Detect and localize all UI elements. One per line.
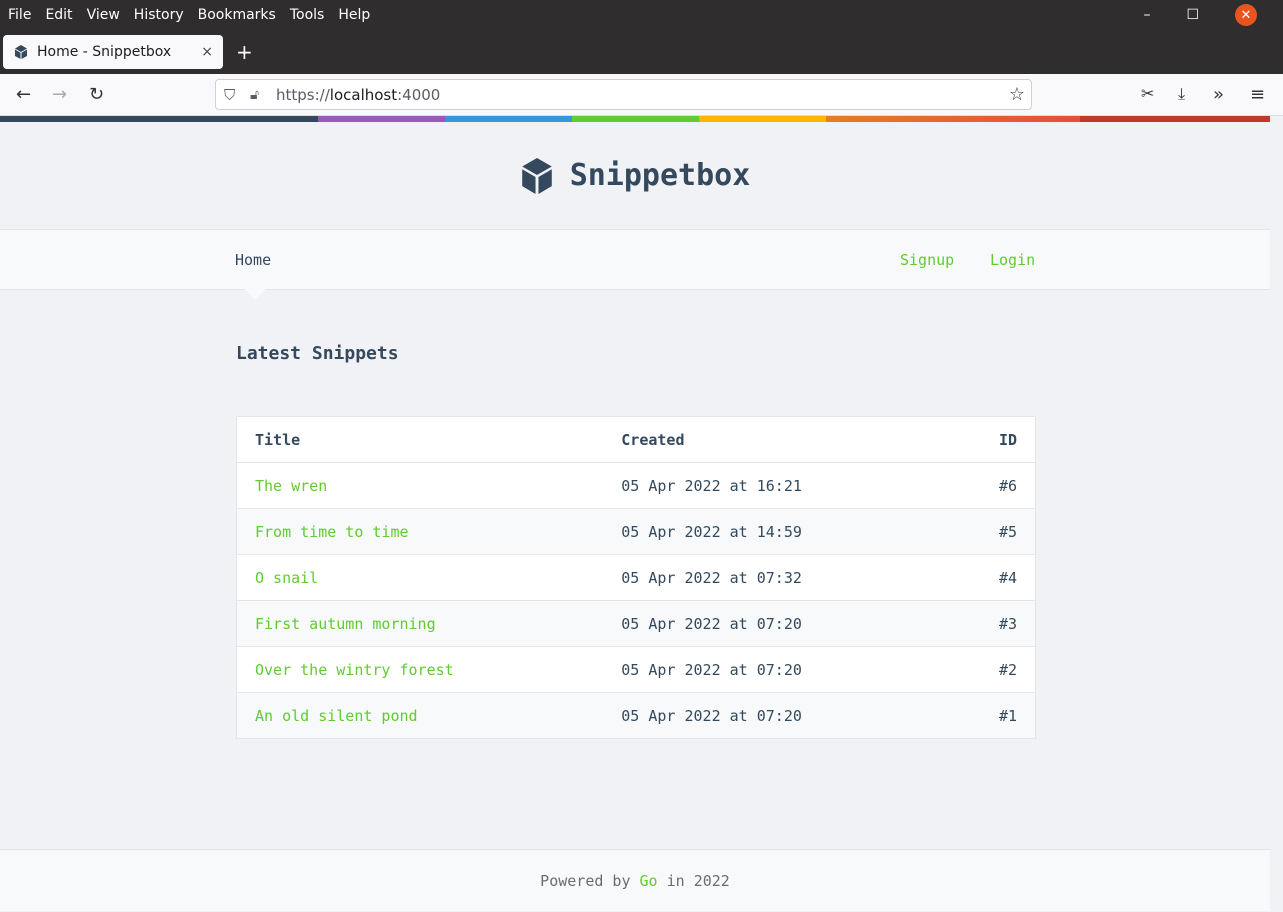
column-header-created: Created [621, 430, 685, 449]
url-host: localhost [329, 85, 398, 104]
nav-home[interactable]: Home [235, 251, 272, 269]
snippet-title-cell: First autumn morning [236, 600, 622, 647]
active-nav-indicator [244, 289, 266, 300]
snippet-title-cell: The wren [236, 462, 622, 509]
site-header: Snippetbox [0, 122, 1270, 230]
menu-bar: File Edit View History Bookmarks Tools H… [0, 0, 1283, 30]
footer-go-link[interactable]: Go [639, 871, 658, 890]
menu-file[interactable]: File [8, 7, 32, 23]
snippet-created: 05 Apr 2022 at 07:20 [621, 692, 947, 739]
snippet-link[interactable]: First autumn morning [255, 614, 436, 633]
snippet-created: 05 Apr 2022 at 16:21 [621, 462, 947, 509]
screenshot-icon[interactable]: ✂ [1141, 84, 1155, 103]
table-row: First autumn morning 05 Apr 2022 at 07:2… [236, 600, 1036, 647]
footer-suffix: in 2022 [666, 871, 730, 890]
table-row: O snail 05 Apr 2022 at 07:32 #4 [236, 554, 1036, 601]
snippet-id: #6 [946, 462, 1036, 509]
close-tab-icon[interactable]: × [201, 44, 213, 60]
site-nav: Home Signup Login [0, 230, 1270, 300]
maximize-icon[interactable]: ☐ [1186, 7, 1199, 23]
snippet-id: #3 [946, 600, 1036, 647]
menu-help[interactable]: Help [338, 7, 371, 23]
snippet-title-cell: O snail [236, 554, 622, 601]
download-icon[interactable]: ⤓ [1178, 84, 1186, 103]
snippet-created: 05 Apr 2022 at 14:59 [621, 508, 947, 555]
snippet-id: #2 [946, 646, 1036, 693]
snippet-link[interactable]: An old silent pond [255, 706, 418, 725]
page-heading: Latest Snippets [236, 343, 399, 364]
back-icon[interactable]: ← [16, 84, 32, 105]
site-title[interactable]: Snippetbox [520, 157, 750, 195]
menu-view[interactable]: View [86, 7, 120, 23]
snippet-title-cell: From time to time [236, 508, 622, 555]
site-footer: Powered by Go in 2022 [0, 849, 1270, 911]
menu-tools[interactable]: Tools [289, 7, 325, 23]
menu-bookmarks[interactable]: Bookmarks [197, 7, 276, 23]
tab-home[interactable]: Home - Snippetbox × [3, 35, 223, 69]
color-bar [0, 116, 1270, 122]
menu-history[interactable]: History [133, 7, 184, 23]
hamburger-menu-icon[interactable]: ≡ [1250, 84, 1266, 105]
cube-logo-icon [521, 157, 552, 194]
snippet-title-cell: Over the wintry forest [236, 646, 622, 693]
forward-icon[interactable]: → [52, 84, 68, 105]
snippet-created: 05 Apr 2022 at 07:20 [621, 646, 947, 693]
shield-icon[interactable]: ⛉ [224, 85, 236, 104]
snippet-id: #5 [946, 508, 1036, 555]
minimize-icon[interactable]: – [1143, 7, 1151, 23]
snippet-title-cell: An old silent pond [236, 692, 622, 739]
menu-edit[interactable]: Edit [45, 7, 73, 23]
nav-login[interactable]: Login [990, 251, 1036, 269]
tab-title: Home - Snippetbox [37, 44, 172, 60]
column-header-title: Title [255, 430, 301, 449]
url-port: :4000 [397, 85, 441, 104]
table-row: From time to time 05 Apr 2022 at 14:59 #… [236, 508, 1036, 555]
snippet-created: 05 Apr 2022 at 07:20 [621, 600, 947, 647]
footer-prefix: Powered by [540, 871, 631, 890]
snippet-link[interactable]: The wren [255, 476, 328, 495]
overflow-icon[interactable]: » [1213, 84, 1225, 105]
snippet-link[interactable]: From time to time [255, 522, 409, 541]
lock-warning-icon[interactable]: 🔓︎ [250, 86, 260, 103]
snippet-id: #4 [946, 554, 1036, 601]
url-bar[interactable]: ⛉ 🔓︎ https://localhost:4000 ☆ [215, 79, 1032, 110]
snippet-created: 05 Apr 2022 at 07:32 [621, 554, 947, 601]
snippet-link[interactable]: O snail [255, 568, 319, 587]
snippets-table: Title Created ID The wren 05 Apr 2022 at… [236, 416, 1036, 739]
reload-icon[interactable]: ↻ [89, 84, 105, 105]
cube-favicon-icon [15, 45, 27, 59]
nav-signup[interactable]: Signup [900, 251, 955, 269]
close-window-icon[interactable]: ✕ [1235, 4, 1257, 26]
bookmark-star-icon[interactable]: ☆ [1008, 84, 1025, 105]
url-scheme: https:// [276, 85, 330, 104]
snippet-link[interactable]: Over the wintry forest [255, 660, 454, 679]
new-tab-button[interactable]: + [236, 40, 253, 64]
snippet-id: #1 [946, 692, 1036, 739]
table-row: The wren 05 Apr 2022 at 16:21 #6 [236, 462, 1036, 509]
column-header-id: ID [998, 430, 1017, 449]
table-row: An old silent pond 05 Apr 2022 at 07:20 … [236, 692, 1036, 739]
scrollbar[interactable] [1270, 122, 1283, 912]
table-row: Over the wintry forest 05 Apr 2022 at 07… [236, 646, 1036, 693]
